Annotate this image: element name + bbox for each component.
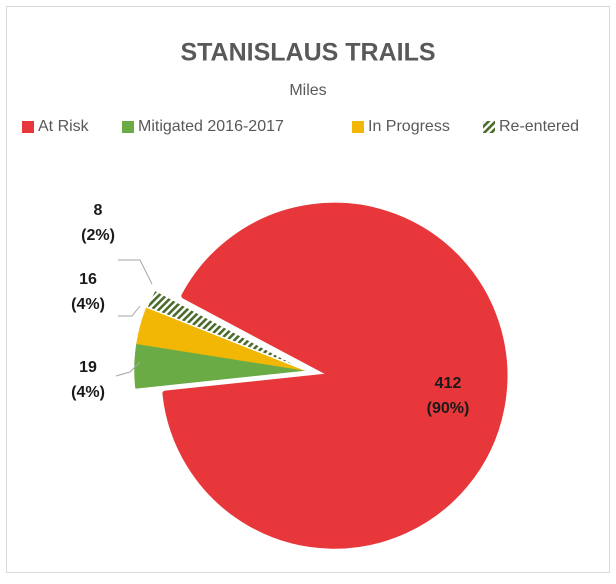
pie: 412 (90%) 19 (4%) 16 (4%) 8 (2%)	[71, 202, 508, 549]
legend: At Risk Mitigated 2016-2017 In Progress Re-…	[22, 118, 579, 135]
legend-swatch	[352, 121, 364, 133]
pie-slice	[162, 202, 508, 549]
data-label: 16 (4%)	[71, 271, 105, 313]
legend-label: In Progress	[368, 118, 450, 135]
leader-line	[118, 259, 153, 285]
data-label: 412 (90%)	[427, 375, 470, 417]
chart-title: STANISLAUS TRAILS	[180, 39, 435, 67]
pie-slice	[146, 289, 306, 371]
legend-swatch	[483, 121, 495, 133]
chart-subtitle: Miles	[289, 82, 326, 99]
legend-swatch	[22, 121, 34, 133]
leader-line	[118, 305, 141, 317]
data-label: 19 (4%)	[71, 359, 105, 401]
legend-swatch	[122, 121, 134, 133]
leader-line	[115, 361, 141, 377]
data-label: 8 (2%)	[81, 202, 115, 244]
legend-label: Mitigated 2016-2017	[138, 118, 284, 135]
legend-label: At Risk	[38, 118, 90, 135]
leader-lines	[115, 259, 153, 377]
legend-label: Re-entered	[499, 118, 579, 135]
